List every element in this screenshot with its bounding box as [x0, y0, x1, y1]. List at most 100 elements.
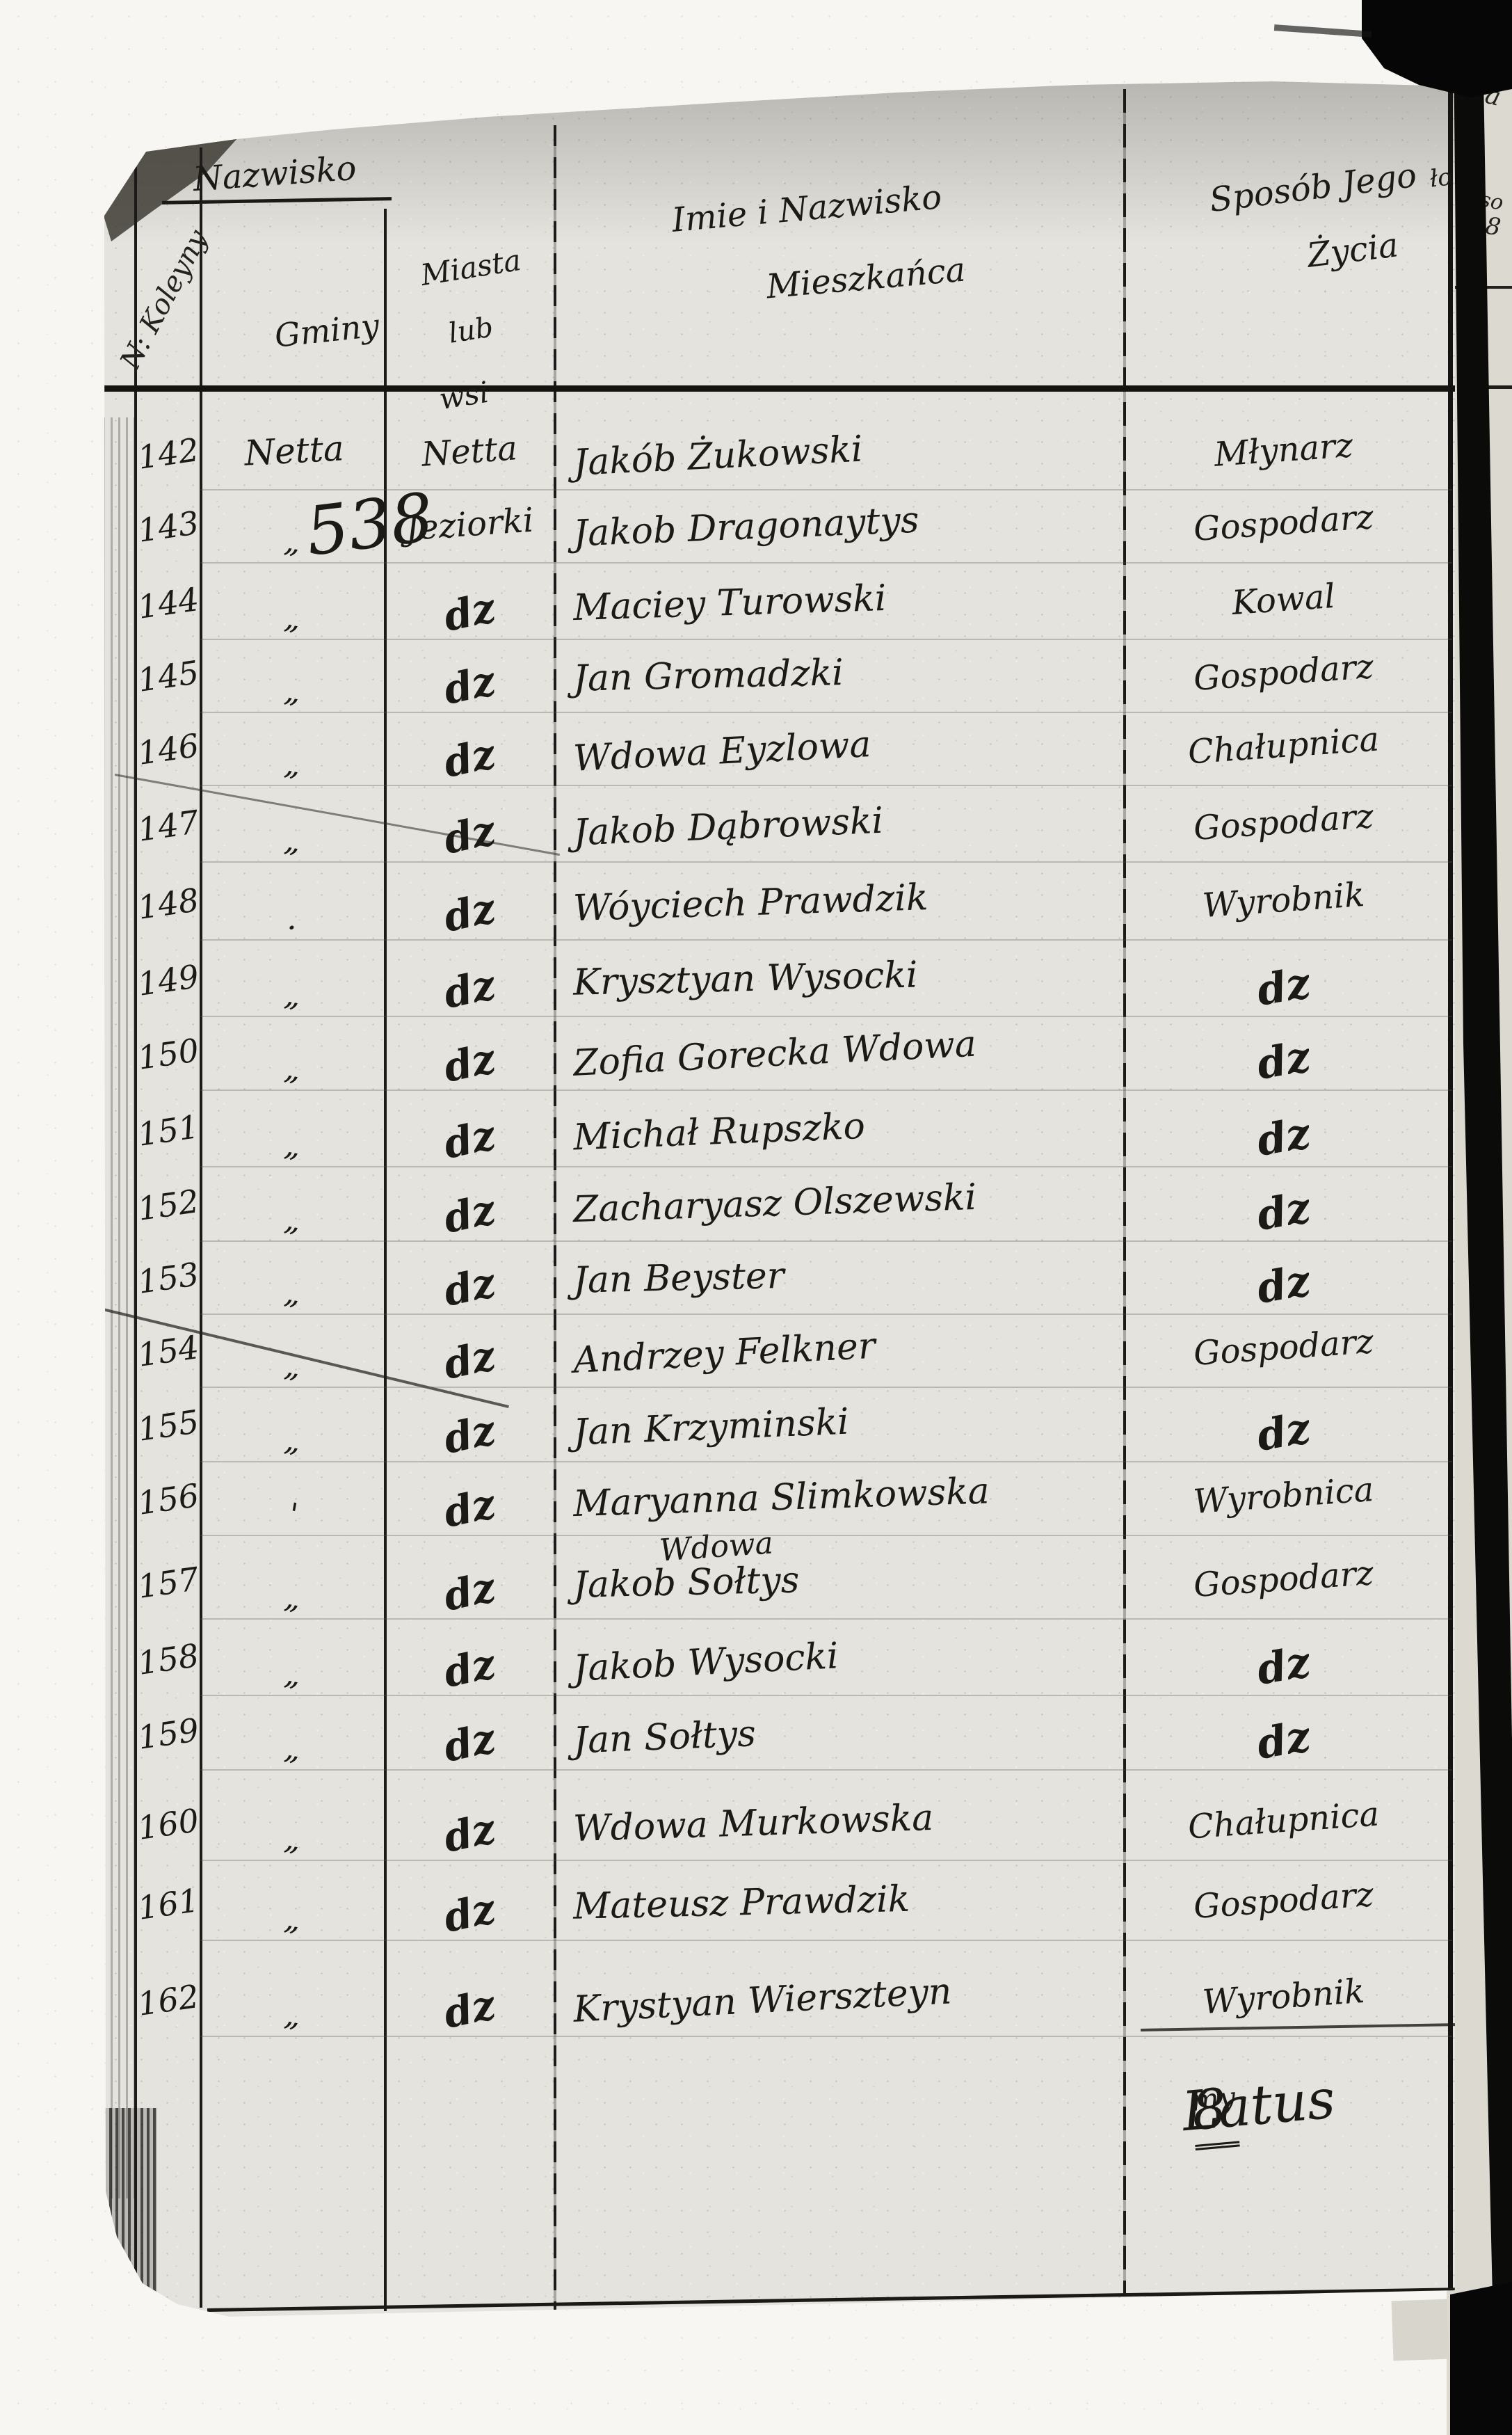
gmina-cell: „	[282, 1730, 307, 1769]
gmina-cell: '	[286, 1496, 303, 1533]
miasto-cell: dz	[439, 584, 500, 641]
film-streak	[1273, 24, 1372, 38]
table-row: 144 „ dz Maciey Turowski Kowal	[104, 577, 1455, 647]
row-guide-line	[200, 785, 1452, 786]
row-number: 161	[135, 1881, 202, 1927]
row-number: 154	[135, 1328, 202, 1374]
row-guide-line	[200, 1618, 1452, 1620]
row-guide-line	[200, 1940, 1452, 1941]
column-line-name-right	[1123, 89, 1126, 2296]
row-number: 162	[135, 1977, 202, 2023]
table-row: 143 „ Jeziorki Jakob Dragonaytys Gospoda…	[104, 497, 1455, 570]
row-guide-line	[200, 489, 1452, 490]
row-guide-line	[200, 1535, 1452, 1536]
gmina-cell: „	[282, 1201, 307, 1240]
miasto-cell: dz	[439, 1885, 500, 1942]
gmina-cell: .	[285, 900, 303, 939]
resident-name: Zacharyasz Olszewski	[572, 1176, 977, 1231]
miasto-cell: dz	[439, 1805, 500, 1862]
miasto-cell: Netta	[420, 429, 519, 474]
resident-name: Jakob Dragonaytys	[572, 499, 920, 555]
film-black-bottom	[1450, 2282, 1512, 2435]
gmina-cell: „	[282, 1051, 307, 1089]
row-guide-line	[200, 639, 1452, 640]
miasto-cell: dz	[439, 1406, 500, 1463]
row-guide-line	[200, 1461, 1452, 1462]
resident-name: Krysztyan Wysocki	[572, 954, 919, 1004]
resident-name: Wdowa Eyzlowa	[572, 724, 872, 780]
table-row: 149 „ dz Krysztyan Wysocki dz	[104, 955, 1455, 1024]
table-row: 159 „ dz Jan Sołtys dz	[104, 1708, 1455, 1778]
gmina-cell: „	[282, 1127, 307, 1165]
gmina-cell: „	[282, 523, 307, 561]
gmina-cell: „	[282, 1422, 307, 1460]
row-guide-line	[200, 939, 1452, 941]
resident-name: Wdowa Murkowska	[572, 1796, 935, 1851]
column-line-gminy-right	[384, 209, 387, 2311]
resident-name: Jakob Dąbrowski	[572, 799, 885, 854]
table-row: 146 „ dz Wdowa Eyzlowa Chałupnica	[104, 719, 1455, 793]
row-number: 149	[135, 957, 202, 1003]
row-guide-line	[200, 1314, 1452, 1315]
column-line-miasta-right	[554, 125, 556, 2311]
row-guide-line	[200, 2036, 1452, 2037]
row-guide-line	[200, 1769, 1452, 1771]
row-guide-line	[200, 562, 1452, 564]
table-row: 157 „ dz Jakob Sołtys Gospodarz	[104, 1554, 1455, 1627]
row-number: 150	[135, 1031, 202, 1077]
table-row: 158 „ dz Jakob Wysocki dz	[104, 1634, 1455, 1703]
resident-name: Maryanna Slimkowska	[572, 1470, 990, 1526]
row-number: 146	[135, 726, 202, 772]
gmina-cell: „	[282, 1901, 307, 1939]
resident-name: Zofia Gorecka Wdowa	[572, 1023, 978, 1085]
row-guide-line	[200, 1695, 1452, 1696]
miasto-cell: dz	[439, 1480, 500, 1537]
header-bottom-rule	[104, 385, 1455, 392]
row-number: 147	[135, 803, 202, 849]
table-row: 156 ' dz Maryanna Slimkowska Wdowa Wyrob…	[104, 1470, 1455, 1569]
miasto-cell: dz	[439, 806, 500, 863]
table-row: 151 „ dz Michał Rupszko dz	[104, 1105, 1455, 1174]
occupation-cell: Wyrobnik	[1201, 1971, 1366, 2022]
row-number: 158	[135, 1636, 202, 1682]
occupation-cell: Kowal	[1230, 576, 1337, 623]
row-number: 155	[135, 1403, 202, 1448]
row-guide-line	[200, 1089, 1452, 1091]
table-row: 155 „ dz Jan Krzyminski dz	[104, 1400, 1455, 1469]
row-number: 159	[135, 1711, 202, 1757]
miasto-cell: Jeziorki	[403, 500, 536, 549]
row-number: 152	[135, 1182, 202, 1228]
resident-name: Wóyciech Prawdzik	[572, 877, 929, 930]
occupation-cell: Chałupnica	[1187, 719, 1381, 772]
resident-name: Jan Sołtys	[572, 1713, 757, 1762]
table-row: 160 „ dz Wdowa Murkowska Chałupnica	[104, 1794, 1455, 1868]
row-number: 157	[135, 1560, 202, 1606]
page-right-edge-line	[1448, 83, 1453, 2292]
row-number: 156	[135, 1476, 202, 1522]
adjacent-page-header-line	[1480, 385, 1512, 389]
row-number: 151	[135, 1108, 202, 1153]
row-guide-line	[200, 1860, 1452, 1861]
table-body: 142 Netta Netta Jakób Żukowski Młynarz 1…	[104, 81, 1455, 2317]
miasto-cell: dz	[439, 1332, 500, 1389]
resident-name: Michał Rupszko	[572, 1105, 866, 1159]
table-row: 145 „ dz Jan Gromadzki Gospodarz	[104, 647, 1455, 720]
row-number: 144	[135, 580, 202, 626]
gmina-cell: „	[282, 1348, 307, 1386]
gmina-cell: Netta	[243, 428, 346, 474]
row-guide-line	[200, 1387, 1452, 1388]
miasto-cell: dz	[439, 1185, 500, 1243]
occupation-cell: Chałupnica	[1187, 1794, 1381, 1847]
page-stack-edges	[104, 417, 135, 2198]
row-number: 153	[135, 1255, 202, 1301]
miasto-cell: dz	[439, 884, 500, 941]
occupation-cell: Wyrobnik	[1201, 875, 1366, 926]
row-number: 143	[135, 504, 202, 550]
row-guide-line	[200, 1240, 1452, 1242]
page-tab-bottom	[1391, 2299, 1449, 2361]
table-row: 161 „ dz Mateusz Prawdzik Gospodarz	[104, 1875, 1455, 1948]
miasto-cell: dz	[439, 1563, 500, 1620]
occupation-cell: Wyrobnica	[1191, 1470, 1375, 1522]
row-guide-line	[200, 1016, 1452, 1017]
resident-name: Jakob Wysocki	[572, 1635, 839, 1690]
